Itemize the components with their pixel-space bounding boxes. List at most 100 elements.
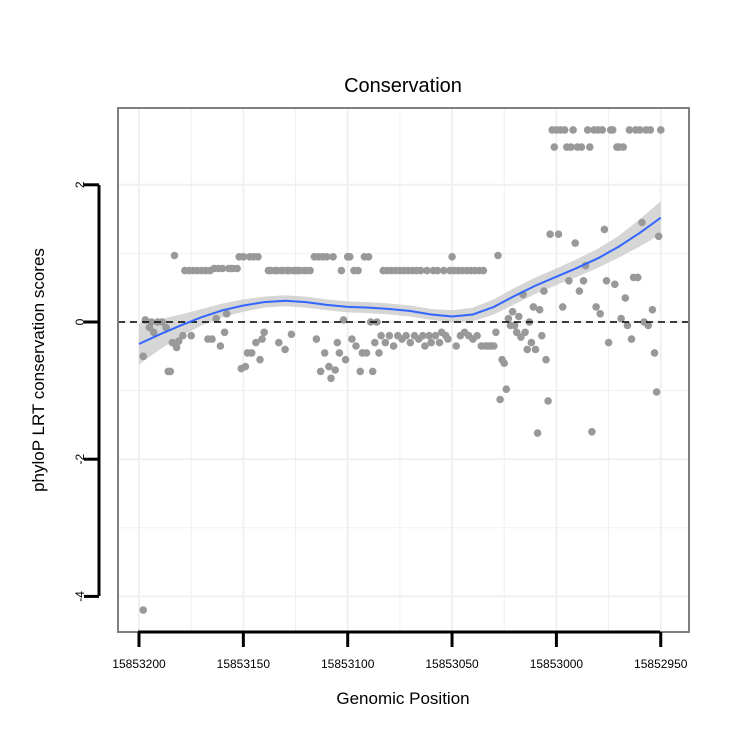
data-point [644,321,652,330]
data-point [500,359,509,368]
data-point [558,303,567,311]
data-point [256,355,264,364]
data-point [531,345,540,354]
data-point [247,349,256,357]
data-point [508,307,517,316]
data-point [306,266,314,275]
data-point [540,287,548,295]
data-point [220,328,229,337]
data-point [592,303,600,311]
data-point [364,252,373,261]
x-tick-label: 15853050 [425,657,479,671]
data-point [275,338,283,347]
data-point [218,264,227,273]
data-point [375,349,383,357]
data-point [619,143,627,151]
data-point [473,331,481,340]
data-point [533,429,542,437]
data-point [147,318,156,326]
data-point [634,273,642,282]
data-point [368,367,377,376]
data-point [575,287,584,295]
data-point [172,343,181,352]
data-point [598,126,607,134]
data-point [425,331,433,340]
data-point [348,335,356,343]
data-point [323,252,331,261]
y-axis: -4 -2 0 2 [73,181,101,602]
data-point [381,338,390,347]
data-point [187,331,195,340]
data-point [423,266,431,275]
data-point [419,331,427,340]
data-point [435,338,444,347]
data-point [346,252,354,261]
smooth-line-layer [138,216,662,345]
data-point [648,305,657,314]
chart-title: Conservation [344,75,462,97]
data-point [335,349,344,357]
smooth-line [138,216,662,345]
data-point [623,321,632,330]
data-point [571,239,579,247]
data-point [608,126,617,134]
data-point [354,266,362,275]
data-point [352,342,360,350]
data-point [617,314,625,323]
data-point [329,252,337,261]
data-point [362,349,371,357]
data-point [565,277,573,285]
data-point [222,310,231,318]
data-point [166,367,175,376]
data-point [586,143,594,151]
data-point [312,335,321,343]
y-tick-label: -4 [73,591,87,602]
data-point [627,335,636,343]
data-point [179,331,187,340]
data-point [604,338,613,347]
data-point [550,143,559,151]
data-point [333,338,342,347]
y-tick-label: -2 [73,454,87,465]
data-point [510,321,519,330]
x-tick-label: 15853200 [112,657,166,671]
data-point [239,252,248,261]
data-point [433,266,442,275]
data-point [569,126,577,134]
panel-background [118,108,689,632]
data-point [258,335,266,343]
data-point [421,342,429,350]
data-point [252,338,260,347]
data-point [162,323,170,332]
data-point [492,328,500,337]
data-point [496,395,504,404]
data-point [490,342,498,350]
data-point [521,328,529,337]
x-tick-label: 15852950 [634,657,688,671]
data-point [504,314,513,323]
data-point [515,312,523,321]
data-point [625,126,634,134]
data-point [377,331,385,340]
x-axis-title: Genomic Position [336,689,469,708]
data-point [212,314,220,323]
y-tick-label: 0 [73,318,87,325]
data-point [448,252,456,261]
x-tick-label: 15853150 [217,657,271,671]
data-point [554,230,563,238]
data-point [341,355,350,364]
data-point [439,266,448,275]
x-tick-label: 15853100 [321,657,375,671]
data-point [523,345,531,354]
x-axis: 15853200 15853150 15853100 15853050 15853000… [112,630,688,671]
data-point [139,606,147,614]
data-point [416,266,425,275]
data-point [638,218,646,227]
data-point [158,318,166,326]
data-point [452,342,461,350]
y-tick-label: 2 [73,181,87,188]
data-point [646,126,655,134]
data-point [402,331,410,340]
data-point [529,303,538,311]
